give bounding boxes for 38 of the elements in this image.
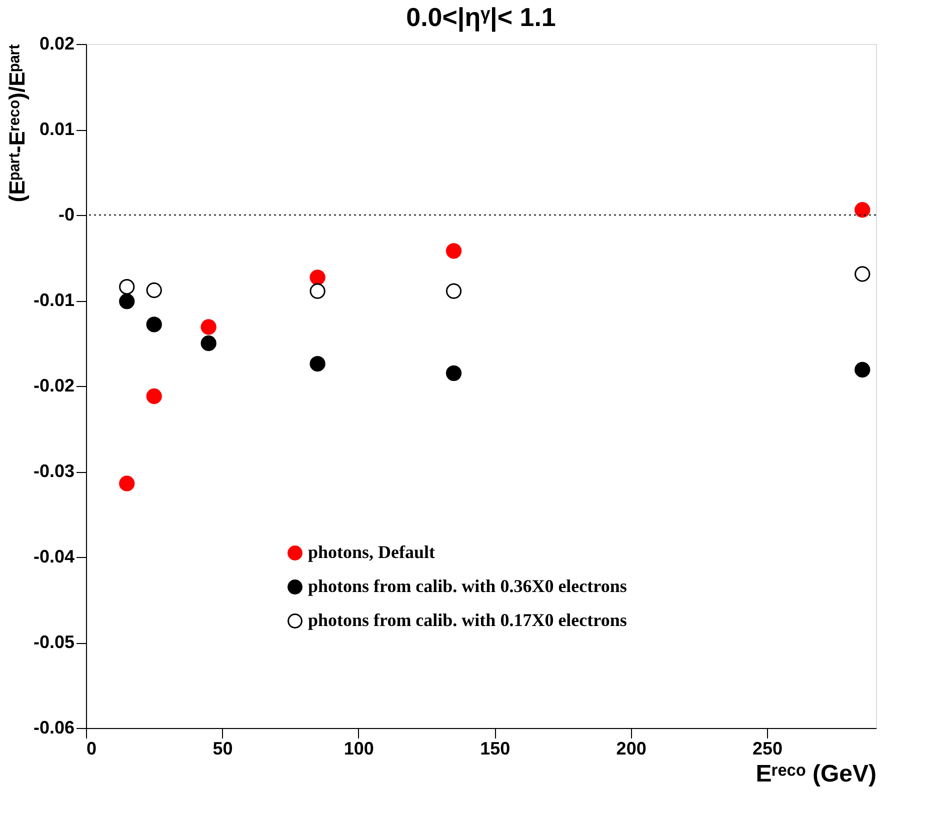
y-tick-label: -0 [58, 204, 74, 224]
x-tick-label: 250 [752, 738, 783, 758]
point [119, 476, 135, 492]
x-tick-label: 100 [344, 738, 374, 758]
y-axis-title: (Eᵖᵃʳᵗ-Eʳᵉᶜᵒ)/Eᵖᵃʳᵗ [4, 44, 30, 202]
y-tick-label: -0.02 [33, 376, 74, 396]
y-tick-label: 0.02 [39, 34, 74, 54]
point [310, 270, 326, 286]
y-tick-label: -0.01 [33, 290, 74, 310]
point [146, 282, 162, 298]
x-axis-title: Eʳᵉᶜᵒ (GeV) [756, 760, 876, 788]
point [854, 362, 870, 378]
x-tick-label: 200 [616, 738, 646, 758]
point [446, 243, 462, 259]
point [310, 283, 326, 299]
legend-label: photons, Default [308, 542, 436, 562]
legend-label: photons from calib. with 0.17X0 electrons [308, 610, 627, 630]
x-tick-label: 150 [480, 738, 510, 758]
x-tick-label: 50 [212, 738, 233, 758]
y-tick-label: -0.05 [33, 632, 74, 652]
legend-label: photons from calib. with 0.36X0 electrons [308, 576, 627, 596]
point [119, 294, 135, 310]
point [200, 319, 216, 335]
point [146, 316, 162, 332]
x-tick-label: 0 [86, 738, 97, 758]
point [200, 335, 216, 352]
y-tick-label: -0.03 [33, 461, 74, 481]
point [310, 356, 326, 372]
point [446, 365, 462, 381]
y-tick-label: -0.04 [33, 546, 74, 566]
point [119, 279, 135, 295]
point [146, 388, 162, 404]
point [446, 283, 462, 299]
y-tick-label: 0.01 [39, 119, 74, 139]
y-tick-label: -0.06 [33, 718, 74, 738]
chart-title: 0.0<|ηᵞ|< 1.1 [406, 2, 556, 32]
point [854, 266, 870, 282]
point [854, 202, 870, 218]
